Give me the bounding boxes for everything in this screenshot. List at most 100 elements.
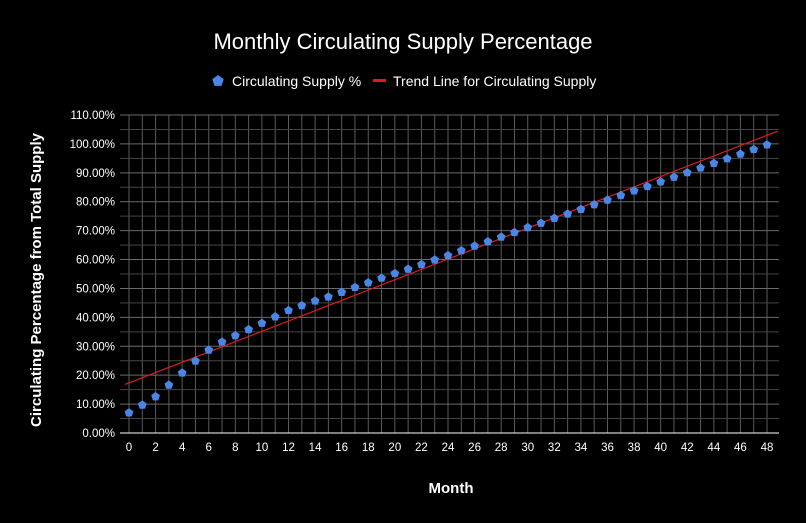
y-tick-label: 50.00%: [76, 283, 115, 295]
x-tick-label: 28: [495, 442, 508, 454]
data-point: [257, 318, 267, 327]
y-axis-ticks: 0.00% 10.00% 20.00% 30.00% 40.00% 50.00% 60.00…: [70, 110, 115, 440]
data-point: [709, 158, 719, 168]
data-point: [390, 268, 400, 278]
circulating-supply-series: [124, 140, 772, 417]
x-tick-label: 24: [442, 442, 455, 454]
legend: Circulating Supply % Trend Line for Circ…: [212, 73, 596, 89]
x-tick-label: 32: [548, 442, 561, 454]
x-tick-label: 0: [126, 442, 132, 454]
data-point: [576, 204, 586, 213]
data-point: [736, 149, 745, 158]
x-tick-label: 40: [654, 442, 667, 454]
y-tick-label: 80.00%: [76, 197, 115, 209]
data-point: [669, 172, 679, 181]
x-tick-label: 36: [601, 442, 614, 454]
x-tick-label: 6: [206, 442, 212, 454]
legend-marker-circulating-supply: [212, 75, 224, 86]
x-tick-label: 20: [388, 442, 401, 454]
data-point: [430, 255, 440, 264]
data-point: [284, 305, 293, 315]
legend-marker-trend-line: [373, 79, 386, 82]
x-tick-label: 46: [734, 442, 747, 454]
data-point: [722, 154, 732, 163]
data-point: [549, 213, 559, 222]
trend-line: [124, 130, 778, 385]
y-axis-title: Circulating Percentage from Total Supply: [28, 132, 45, 427]
x-tick-label: 16: [335, 442, 348, 454]
chart-title: Monthly Circulating Supply Percentage: [213, 29, 592, 54]
data-point: [151, 392, 160, 401]
data-point: [696, 163, 705, 172]
x-tick-label: 22: [415, 442, 428, 454]
y-tick-label: 0.00%: [82, 428, 115, 440]
data-point: [324, 292, 333, 301]
data-point: [164, 380, 174, 389]
data-point: [270, 312, 280, 321]
y-tick-label: 60.00%: [76, 255, 115, 267]
data-point: [656, 177, 666, 186]
data-point: [523, 222, 533, 232]
x-tick-label: 14: [309, 442, 322, 454]
x-tick-label: 4: [179, 442, 186, 454]
gridlines: [120, 114, 779, 434]
data-point: [350, 282, 360, 292]
x-axis-title: Month: [429, 480, 474, 497]
data-point: [191, 356, 200, 365]
data-point: [456, 246, 466, 255]
x-tick-label: 26: [468, 442, 481, 454]
y-tick-label: 70.00%: [76, 226, 115, 238]
legend-label-trend-line: Trend Line for Circulating Supply: [393, 73, 596, 89]
x-tick-label: 30: [521, 442, 534, 454]
data-point: [762, 140, 772, 149]
data-point: [124, 408, 134, 417]
data-point: [470, 241, 479, 250]
data-point: [217, 337, 227, 346]
data-point: [682, 167, 692, 177]
data-point: [377, 273, 386, 282]
data-point: [563, 209, 572, 218]
data-point: [244, 324, 253, 334]
y-tick-label: 40.00%: [76, 312, 115, 324]
x-tick-label: 18: [362, 442, 375, 454]
x-tick-label: 2: [152, 442, 158, 454]
x-axis-ticks: 0 2 4 6 8 10 12 14 16 18 20 22 24 26 28 30 32 34 36 38 40 42 4…: [126, 442, 774, 454]
x-tick-label: 42: [681, 442, 694, 454]
x-tick-label: 8: [232, 442, 238, 454]
x-tick-label: 10: [256, 442, 269, 454]
x-tick-label: 38: [628, 442, 641, 454]
y-tick-label: 30.00%: [76, 341, 115, 353]
y-tick-label: 90.00%: [76, 168, 115, 180]
data-point: [749, 144, 759, 154]
data-point: [510, 227, 519, 237]
data-point: [403, 264, 413, 273]
data-point: [643, 181, 652, 191]
data-point: [230, 331, 240, 340]
y-tick-label: 20.00%: [76, 370, 115, 382]
data-point: [443, 250, 453, 260]
x-tick-label: 44: [707, 442, 720, 454]
data-point: [137, 400, 147, 409]
data-point: [629, 186, 639, 195]
legend-label-circulating-supply: Circulating Supply %: [232, 73, 361, 89]
data-point: [363, 278, 373, 287]
x-tick-label: 34: [575, 442, 588, 454]
data-point: [417, 259, 426, 269]
data-point: [483, 237, 493, 246]
data-point: [337, 287, 347, 296]
data-point: [536, 218, 546, 227]
x-tick-label: 48: [761, 442, 774, 454]
data-point: [496, 232, 506, 241]
data-point: [177, 368, 187, 377]
data-point: [310, 296, 320, 305]
data-point: [589, 200, 599, 209]
trend-line-series: [124, 130, 778, 385]
data-point: [204, 345, 214, 354]
y-tick-label: 10.00%: [76, 399, 115, 411]
y-tick-label: 110.00%: [70, 110, 115, 122]
data-point: [603, 195, 612, 204]
y-tick-label: 100.00%: [70, 139, 115, 151]
data-point: [297, 300, 307, 310]
x-tick-label: 12: [282, 442, 295, 454]
